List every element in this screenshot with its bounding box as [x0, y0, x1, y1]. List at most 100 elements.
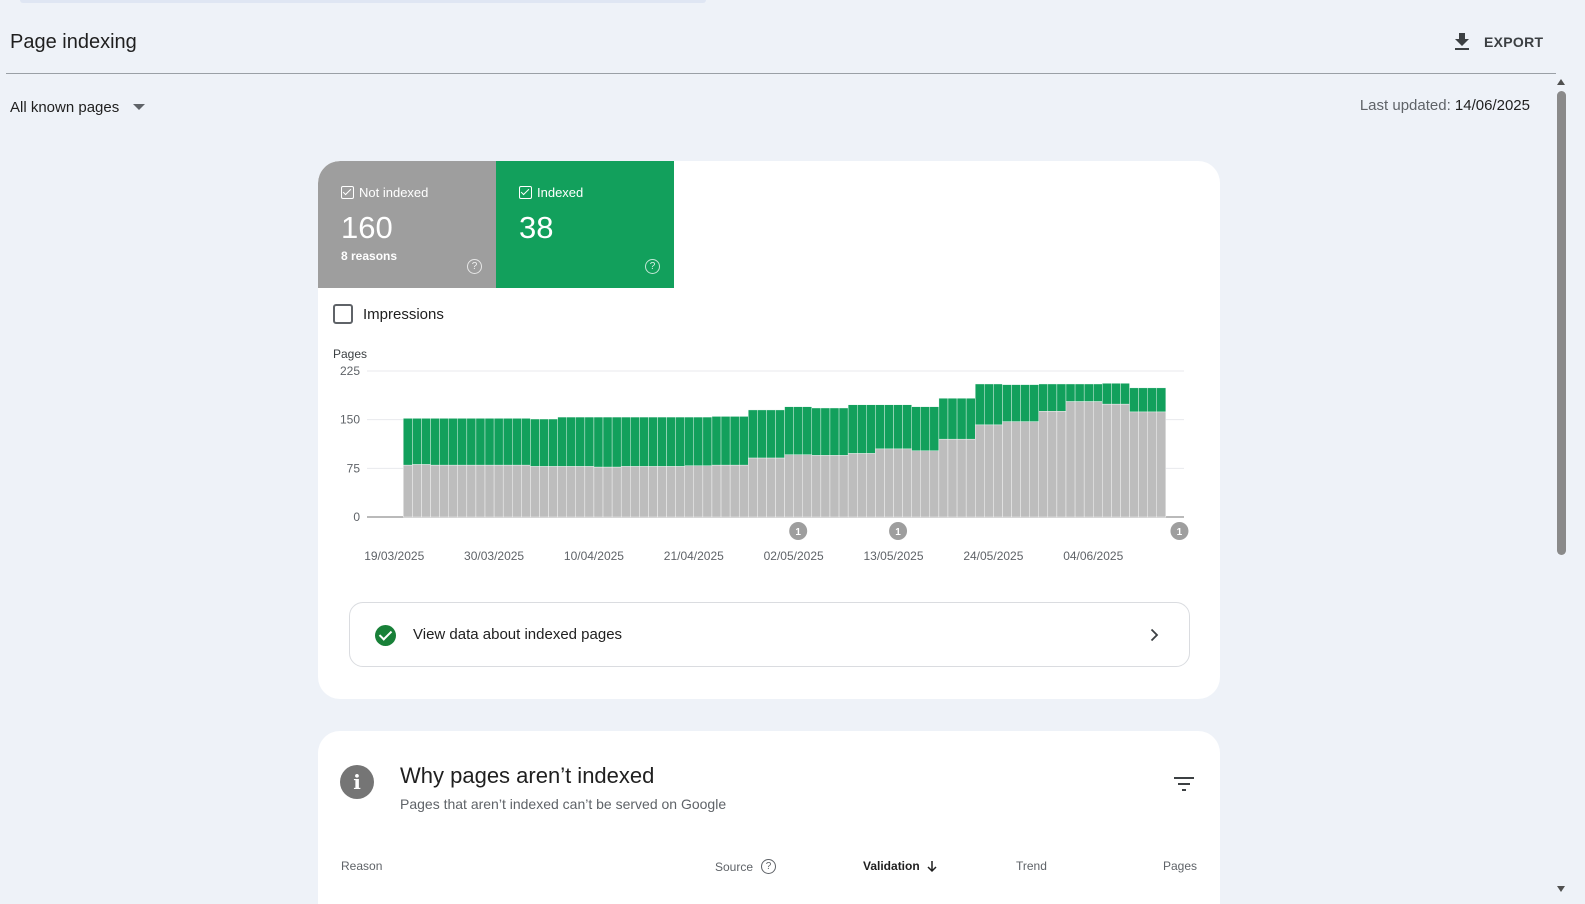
indexed-label: Indexed	[537, 185, 584, 200]
bar-not-indexed	[475, 464, 486, 518]
bar-indexed	[738, 416, 749, 466]
bar-not-indexed	[512, 464, 522, 518]
annotation-marker	[889, 522, 908, 540]
dropdown-value: All known pages	[10, 98, 120, 116]
vertical-scrollbar[interactable]	[1555, 77, 1568, 894]
bar-indexed	[857, 404, 867, 454]
bar-indexed	[1065, 383, 1076, 402]
bar-not-indexed	[1002, 421, 1012, 518]
column-header-source[interactable]: Source ?	[715, 859, 777, 874]
bar-indexed	[430, 418, 440, 466]
help-icon[interactable]: ?	[645, 259, 660, 274]
bar-not-indexed	[784, 454, 794, 518]
bar-indexed	[1111, 383, 1121, 405]
section-subtitle: Pages that aren’t indexed can’t be serve…	[400, 796, 727, 812]
bar-not-indexed	[412, 464, 422, 518]
bar-not-indexed	[439, 464, 449, 518]
checkbox-empty-icon[interactable]	[333, 304, 353, 324]
bar-indexed	[829, 407, 840, 456]
not-indexed-reasons: 8 reasons	[341, 249, 398, 263]
bar-indexed	[1029, 384, 1039, 422]
bar-not-indexed	[639, 466, 649, 518]
info-icon: i	[340, 765, 374, 799]
annotation-marker	[1170, 522, 1189, 540]
bar-indexed	[1011, 384, 1021, 422]
view-indexed-label: View data about indexed pages	[413, 626, 623, 643]
bar-indexed	[956, 398, 967, 440]
column-header-reason[interactable]: Reason	[341, 859, 383, 873]
bar-not-indexed	[738, 464, 749, 518]
bar-indexed	[1074, 383, 1085, 402]
bar-indexed	[448, 418, 458, 466]
bar-not-indexed	[1047, 411, 1058, 518]
bar-not-indexed	[702, 465, 713, 518]
help-icon[interactable]: ?	[467, 259, 482, 274]
bar-not-indexed	[602, 466, 613, 518]
view-indexed-pages-row[interactable]: View data about indexed pages	[349, 602, 1190, 667]
bar-indexed	[757, 409, 767, 459]
bar-not-indexed	[920, 450, 931, 518]
bar-not-indexed	[466, 464, 477, 518]
validation-label: Validation	[863, 859, 920, 873]
bar-not-indexed	[666, 466, 676, 518]
bar-not-indexed	[502, 464, 513, 518]
indexed-tile[interactable]: Indexed 38 ?	[496, 161, 674, 288]
bar-indexed	[584, 416, 595, 467]
bar-indexed	[639, 416, 649, 467]
bar-not-indexed	[802, 454, 813, 518]
y-tick-label: 0	[353, 510, 360, 524]
bar-not-indexed	[938, 438, 949, 518]
download-icon	[1455, 33, 1469, 50]
bar-indexed	[630, 416, 640, 467]
bar-indexed	[439, 418, 449, 466]
bar-not-indexed	[484, 464, 495, 518]
filter-icon[interactable]	[1174, 777, 1194, 791]
scroll-down-arrow-icon[interactable]	[1557, 886, 1565, 892]
annotation-label: 1	[895, 527, 901, 538]
top-progress-strip	[20, 0, 706, 3]
bar-indexed	[475, 418, 486, 466]
page-type-dropdown[interactable]: All known pages	[10, 96, 146, 118]
y-axis-label: Pages	[333, 347, 367, 361]
bar-not-indexed	[893, 448, 903, 518]
arrow-down-icon	[927, 860, 937, 872]
column-header-trend[interactable]: Trend	[1016, 859, 1047, 873]
column-header-validation[interactable]: Validation	[863, 859, 938, 873]
bar-indexed	[602, 416, 613, 468]
bar-indexed	[403, 418, 413, 466]
source-label: Source	[715, 859, 754, 874]
checkbox-checked-icon[interactable]	[341, 186, 354, 199]
bar-indexed	[1129, 387, 1139, 413]
impressions-toggle[interactable]: Impressions	[333, 304, 444, 324]
bar-indexed	[512, 418, 522, 466]
column-header-pages[interactable]: Pages	[1163, 859, 1198, 873]
annotation-label: 1	[1177, 527, 1183, 538]
checkbox-checked-icon[interactable]	[519, 186, 532, 199]
bar-not-indexed	[993, 424, 1003, 518]
bar-indexed	[1056, 383, 1067, 412]
bar-indexed	[947, 398, 958, 440]
bar-not-indexed	[884, 448, 894, 518]
bar-indexed	[1102, 383, 1112, 405]
bar-indexed	[802, 406, 813, 455]
bar-not-indexed	[975, 424, 985, 518]
scroll-up-arrow-icon[interactable]	[1557, 79, 1565, 85]
help-icon[interactable]: ?	[761, 859, 777, 874]
x-tick-label: 21/04/2025	[664, 549, 724, 563]
bar-not-indexed	[530, 466, 540, 518]
bar-indexed	[557, 416, 567, 467]
scroll-thumb[interactable]	[1557, 91, 1566, 555]
bar-indexed	[466, 418, 477, 466]
bar-not-indexed	[1138, 411, 1148, 518]
bar-indexed	[1120, 383, 1130, 405]
bar-not-indexed	[775, 457, 785, 518]
bar-not-indexed	[1156, 411, 1167, 518]
export-button[interactable]: EXPORT	[1450, 30, 1543, 54]
bar-not-indexed	[720, 464, 731, 518]
bar-not-indexed	[557, 466, 567, 518]
indexing-summary-card: Not indexed 160 8 reasons ? Indexed 38 ?…	[318, 161, 1220, 699]
x-tick-label: 04/06/2025	[1063, 549, 1123, 563]
not-indexed-tile[interactable]: Not indexed 160 8 reasons ?	[318, 161, 496, 288]
bar-indexed	[729, 416, 740, 466]
section-title: Why pages aren’t indexed	[400, 763, 655, 788]
